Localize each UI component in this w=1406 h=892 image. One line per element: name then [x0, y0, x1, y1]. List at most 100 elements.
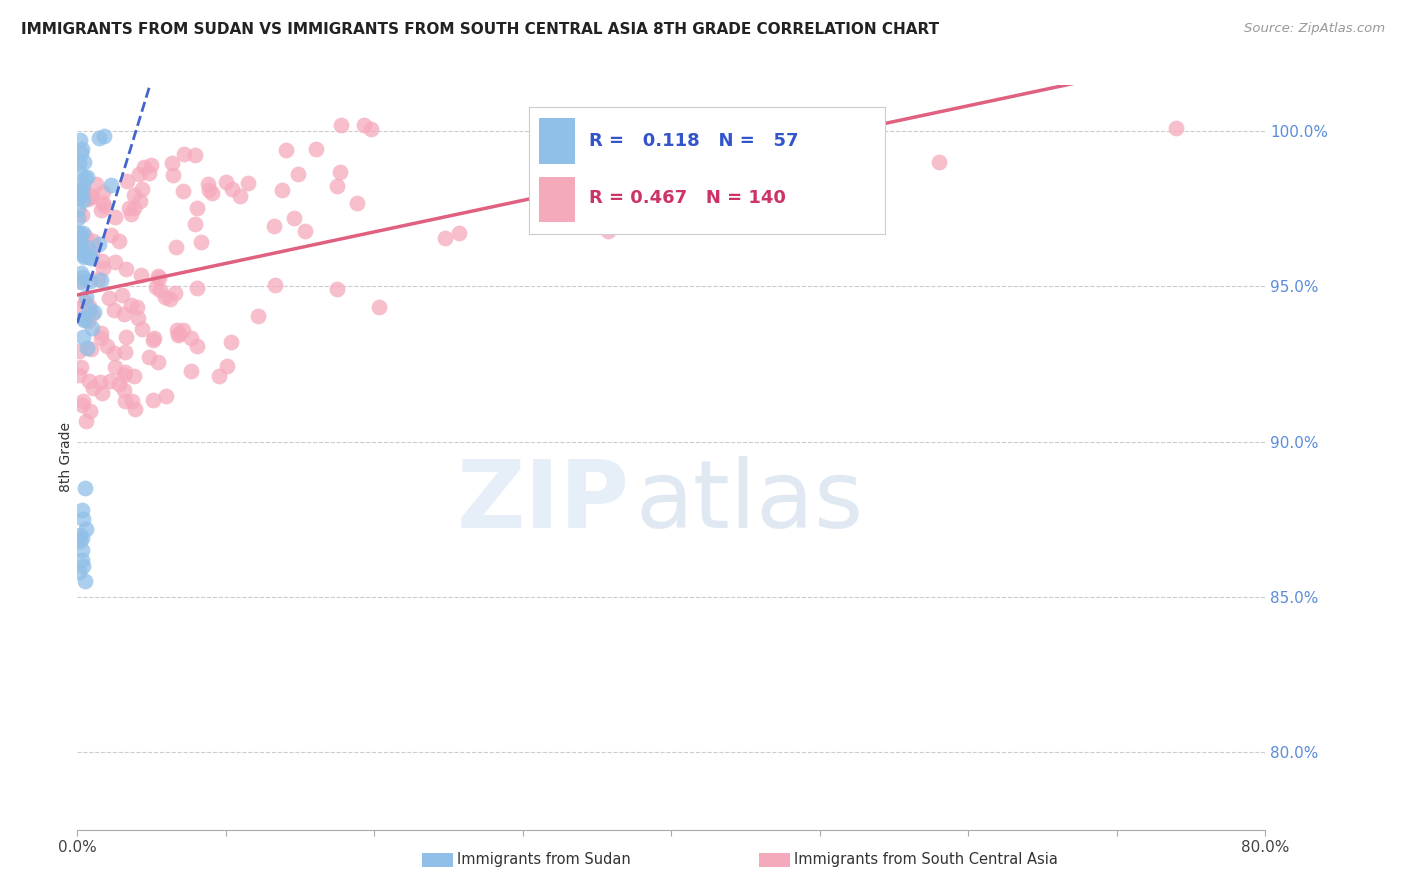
Point: [80, 251, 103, 265]
Point: [69, 191, 91, 205]
Point: [98, 291, 121, 305]
Point: [91, 185, 114, 199]
Point: [238, 176, 260, 190]
Point: [67, 301, 90, 315]
Point: [115, 174, 138, 188]
Point: [72, 142, 94, 156]
Point: [69, 274, 91, 288]
Point: [69, 166, 91, 180]
Point: [180, 364, 202, 378]
Point: [69, 243, 91, 257]
Point: [96, 339, 118, 353]
Point: [103, 346, 125, 360]
Point: [153, 290, 176, 304]
Point: [305, 142, 328, 156]
Point: [90, 331, 112, 345]
Point: [142, 393, 165, 408]
Point: [67, 183, 90, 197]
Point: [326, 282, 349, 296]
Point: [122, 187, 145, 202]
Point: [90, 202, 112, 217]
Point: [215, 359, 238, 373]
Point: [184, 217, 207, 231]
Point: [449, 226, 471, 240]
Point: [76, 169, 98, 184]
Point: [70, 398, 93, 412]
Point: [87, 271, 110, 285]
Point: [69, 237, 91, 252]
Point: [73, 574, 96, 589]
Point: [66, 202, 89, 216]
Point: [70, 552, 93, 566]
Point: [73, 154, 96, 169]
Point: [141, 158, 163, 172]
Point: [70, 240, 93, 254]
Point: [69, 360, 91, 375]
Point: [146, 355, 169, 369]
Point: [80, 189, 103, 203]
Point: [132, 161, 155, 175]
Point: [73, 312, 96, 326]
Y-axis label: 8th Grade: 8th Grade: [59, 422, 73, 492]
Point: [221, 181, 243, 195]
Point: [149, 283, 172, 297]
Point: [87, 237, 110, 252]
Point: [72, 208, 94, 222]
Point: [263, 278, 285, 293]
Point: [86, 177, 108, 191]
Point: [128, 194, 150, 208]
Point: [1166, 121, 1188, 136]
Point: [131, 182, 153, 196]
Point: [172, 185, 194, 199]
Point: [89, 375, 111, 389]
Point: [80, 342, 103, 356]
Point: [72, 393, 94, 408]
Point: [104, 360, 127, 375]
Point: [208, 368, 231, 383]
Point: [75, 414, 97, 428]
Point: [72, 512, 94, 526]
Point: [100, 178, 122, 193]
Point: [360, 122, 382, 136]
Point: [66, 211, 89, 225]
Point: [219, 334, 242, 349]
Point: [163, 286, 186, 301]
Point: [72, 250, 94, 264]
Text: ZIP: ZIP: [457, 456, 630, 548]
Point: [72, 193, 94, 207]
Text: Immigrants from Sudan: Immigrants from Sudan: [457, 852, 631, 867]
Point: [75, 295, 97, 310]
Point: [104, 210, 127, 224]
Point: [145, 279, 167, 293]
Point: [112, 307, 135, 321]
Point: [162, 169, 184, 183]
Text: atlas: atlas: [636, 456, 863, 548]
Point: [70, 531, 93, 545]
Point: [72, 182, 94, 196]
Point: [75, 522, 97, 536]
Point: [80, 321, 103, 335]
Point: [108, 376, 131, 391]
Point: [138, 166, 160, 180]
Point: [184, 148, 207, 162]
Text: Source: ZipAtlas.com: Source: ZipAtlas.com: [1244, 22, 1385, 36]
Point: [100, 227, 122, 242]
Point: [114, 345, 136, 359]
Point: [122, 201, 145, 215]
Point: [128, 167, 150, 181]
Point: [72, 270, 94, 285]
Point: [596, 224, 619, 238]
Point: [114, 261, 136, 276]
Point: [69, 527, 91, 541]
Point: [91, 260, 114, 275]
Point: [69, 227, 91, 241]
Point: [67, 565, 90, 579]
Point: [77, 299, 100, 313]
Point: [283, 211, 305, 225]
Point: [274, 144, 297, 158]
Point: [108, 234, 131, 248]
Text: IMMIGRANTS FROM SUDAN VS IMMIGRANTS FROM SOUTH CENTRAL ASIA 8TH GRADE CORRELATIO: IMMIGRANTS FROM SUDAN VS IMMIGRANTS FROM…: [21, 22, 939, 37]
Point: [67, 239, 90, 253]
Point: [79, 374, 101, 388]
Point: [75, 290, 97, 304]
